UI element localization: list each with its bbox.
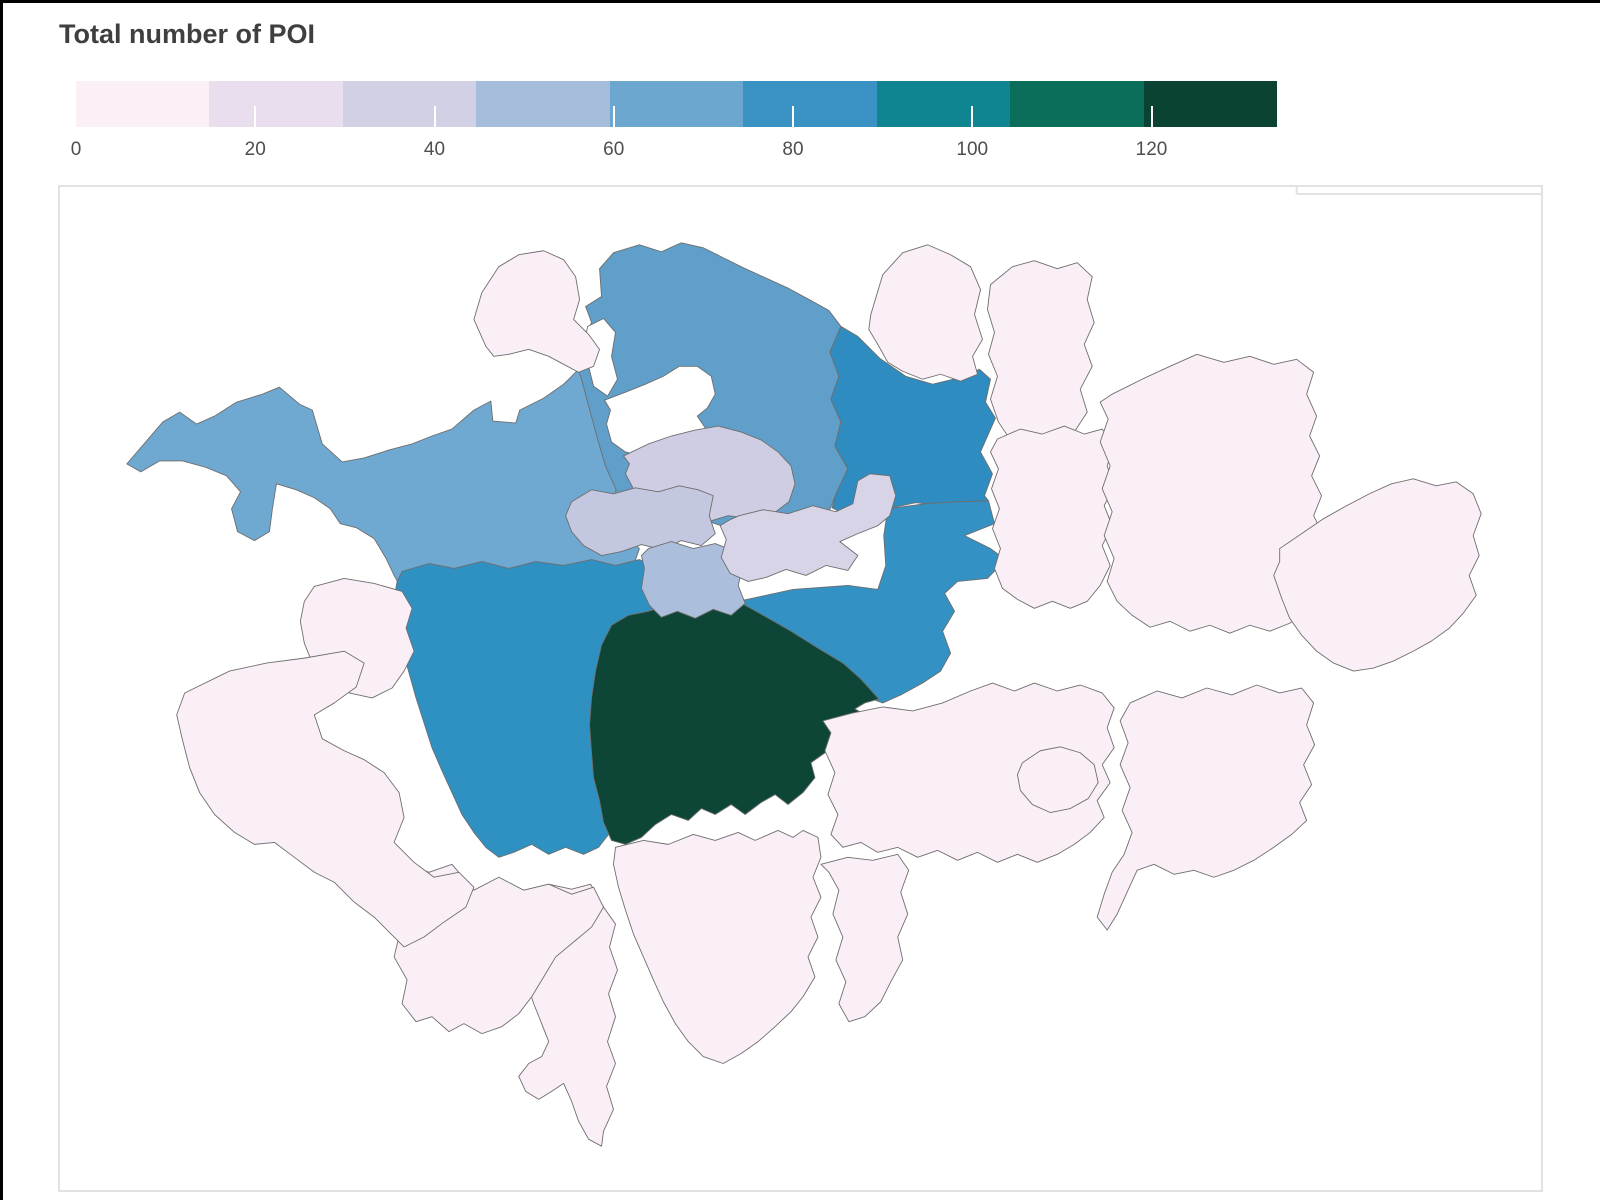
map-region-district-pink-northwest[interactable]	[473, 250, 600, 373]
map-region-district-pink-east-inner[interactable]	[990, 425, 1115, 609]
map-region-district-pink-north-small[interactable]	[868, 244, 983, 382]
legend-bin-8	[1010, 81, 1144, 127]
legend-tick-label: 20	[244, 139, 266, 160]
legend-tick-label: 120	[1135, 139, 1168, 160]
legend-bin-1	[76, 81, 210, 127]
legend-tick-mark	[1150, 106, 1153, 127]
legend-bin-5	[609, 81, 744, 127]
map-region-district-pink-north-east[interactable]	[987, 260, 1095, 463]
map-region-district-northeast[interactable]	[829, 325, 996, 517]
map-region-district-pink-southeast-wide[interactable]	[822, 682, 1115, 863]
legend-tick-mark	[433, 106, 436, 127]
map-region-district-pink-south-narrow[interactable]	[820, 853, 910, 1023]
color-legend: 0 20 40 60 80 100 120	[71, 81, 1277, 161]
map-svg[interactable]	[60, 187, 1541, 1190]
legend-bin-4	[476, 81, 610, 127]
legend-bin-2	[209, 81, 343, 127]
legend-bin-6	[743, 81, 877, 127]
legend-tick-label: 40	[423, 139, 446, 160]
legend-tick-label: 80	[782, 139, 804, 160]
map-regions-layer	[126, 242, 1482, 1147]
map-region-district-pink-southeast-small[interactable]	[1016, 746, 1099, 813]
map-region-district-east-lavender[interactable]	[719, 473, 897, 582]
legend-colorbar	[76, 81, 1277, 127]
legend-bin-3	[342, 81, 477, 127]
map-region-district-pink-southeast-large[interactable]	[1096, 684, 1316, 931]
map-region-district-centre-lightblue[interactable]	[640, 541, 746, 619]
legend-tick-mark	[792, 106, 794, 127]
legend-bin-7	[876, 81, 1011, 127]
legend-tick-label: 60	[603, 139, 625, 160]
legend-tick-label: 0	[70, 139, 82, 160]
map-region-district-west-central-lavender[interactable]	[565, 485, 716, 556]
legend-title: Total number of POI	[59, 19, 315, 49]
legend-tick-mark	[254, 106, 257, 127]
map-region-district-pink-easternmost[interactable]	[1273, 478, 1482, 672]
map-panel[interactable]	[58, 185, 1543, 1192]
legend-bin-9	[1143, 81, 1277, 127]
legend-tick-mark	[971, 106, 974, 127]
map-region-district-centre-max[interactable]	[589, 600, 880, 845]
map-region-district-pink-south-right[interactable]	[613, 829, 822, 1064]
map-region-district-pink-west-south[interactable]	[176, 650, 475, 948]
map-region-district-west-large[interactable]	[126, 361, 640, 594]
legend-tick-mark	[612, 106, 615, 127]
legend-tick-label: 100	[956, 139, 989, 160]
